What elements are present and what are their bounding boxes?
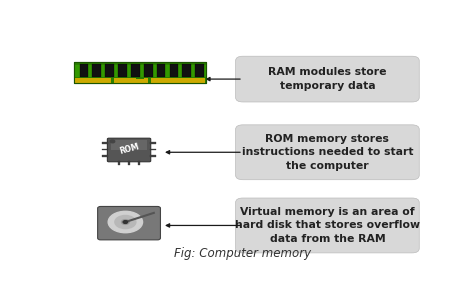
FancyBboxPatch shape bbox=[118, 161, 120, 165]
Circle shape bbox=[110, 140, 115, 143]
Text: Virtual memory is an area of
hard disk that stores overflow
data from the RAM: Virtual memory is an area of hard disk t… bbox=[235, 207, 420, 244]
FancyBboxPatch shape bbox=[236, 125, 419, 180]
FancyBboxPatch shape bbox=[98, 206, 161, 240]
FancyBboxPatch shape bbox=[108, 138, 151, 162]
Text: ROM: ROM bbox=[118, 142, 140, 156]
FancyBboxPatch shape bbox=[182, 64, 191, 77]
FancyBboxPatch shape bbox=[138, 161, 140, 165]
FancyBboxPatch shape bbox=[118, 64, 127, 77]
FancyBboxPatch shape bbox=[148, 78, 151, 83]
Circle shape bbox=[123, 221, 128, 223]
FancyBboxPatch shape bbox=[150, 155, 156, 157]
FancyBboxPatch shape bbox=[150, 142, 156, 144]
FancyBboxPatch shape bbox=[102, 149, 108, 151]
FancyBboxPatch shape bbox=[236, 56, 419, 102]
FancyBboxPatch shape bbox=[74, 62, 206, 83]
FancyBboxPatch shape bbox=[144, 64, 153, 77]
FancyBboxPatch shape bbox=[92, 64, 101, 77]
FancyBboxPatch shape bbox=[131, 64, 140, 77]
FancyBboxPatch shape bbox=[110, 140, 147, 150]
Text: Fig: Computer memory: Fig: Computer memory bbox=[174, 247, 311, 260]
FancyBboxPatch shape bbox=[128, 161, 130, 165]
FancyBboxPatch shape bbox=[111, 78, 114, 83]
FancyBboxPatch shape bbox=[75, 78, 205, 83]
Circle shape bbox=[108, 211, 143, 233]
FancyBboxPatch shape bbox=[74, 65, 206, 77]
Circle shape bbox=[115, 216, 136, 229]
FancyBboxPatch shape bbox=[236, 198, 419, 253]
FancyBboxPatch shape bbox=[150, 149, 156, 151]
FancyBboxPatch shape bbox=[195, 64, 204, 77]
Text: RAM modules store
temporary data: RAM modules store temporary data bbox=[268, 67, 387, 91]
FancyBboxPatch shape bbox=[170, 64, 178, 77]
Circle shape bbox=[121, 220, 129, 225]
FancyBboxPatch shape bbox=[136, 78, 145, 79]
Text: ROM memory stores
instructions needed to start
the computer: ROM memory stores instructions needed to… bbox=[242, 134, 413, 171]
FancyBboxPatch shape bbox=[80, 64, 88, 77]
FancyBboxPatch shape bbox=[157, 64, 165, 77]
Circle shape bbox=[123, 221, 128, 223]
FancyBboxPatch shape bbox=[102, 142, 108, 144]
FancyBboxPatch shape bbox=[102, 155, 108, 157]
FancyBboxPatch shape bbox=[105, 64, 114, 77]
